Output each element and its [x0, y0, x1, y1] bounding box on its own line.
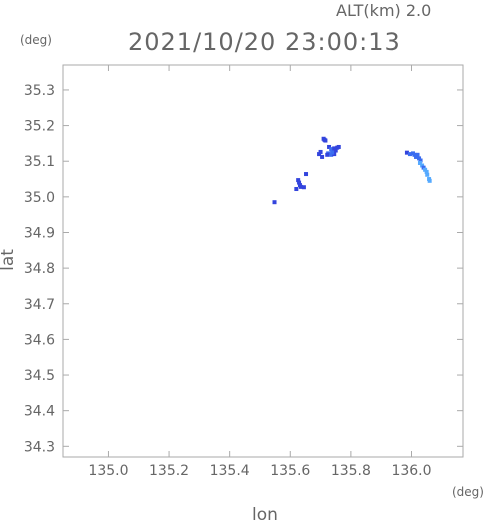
altitude-label: ALT(km) 2.0 [336, 1, 431, 20]
data-point [332, 146, 337, 151]
data-point [296, 178, 301, 183]
data-point [414, 154, 419, 159]
y-tick-label: 35.2 [24, 119, 55, 135]
data-point [407, 152, 412, 157]
x-tick-label: 135.6 [270, 463, 310, 479]
data-point [417, 156, 422, 161]
y-tick-label: 34.5 [24, 368, 55, 384]
data-point [333, 148, 338, 153]
y-tick-label: 34.9 [24, 225, 55, 241]
y-tick-label: 35.3 [24, 83, 55, 99]
data-point [301, 185, 306, 190]
y-tick-label: 34.8 [24, 261, 55, 277]
data-point [425, 172, 430, 177]
y-axis-ticks: 34.3 34.4 34.5 34.6 34.7 34.8 34.9 35.0 35.1 35.2… [24, 83, 463, 455]
data-point [424, 169, 429, 174]
x-axis-title: lon [252, 505, 278, 521]
x-tick-label: 135.4 [210, 463, 250, 479]
data-point [427, 178, 432, 183]
data-point [330, 150, 335, 155]
data-point [320, 154, 325, 159]
data-point [421, 165, 426, 170]
x-tick-label: 135.0 [88, 463, 128, 479]
y-unit-label: (deg) [20, 33, 52, 47]
data-point [330, 148, 335, 153]
data-point [418, 158, 423, 163]
data-point [325, 152, 330, 157]
y-tick-label: 34.4 [24, 404, 55, 420]
data-point [329, 152, 334, 157]
x-axis-ticks: 135.0 135.2 135.4 135.6 135.8 136.0 [88, 65, 432, 479]
data-point [423, 167, 428, 172]
data-point [297, 180, 302, 185]
y-tick-label: 34.6 [24, 332, 55, 348]
data-point [420, 163, 425, 168]
data-point [415, 152, 420, 157]
data-point [294, 187, 299, 192]
data-point [412, 152, 417, 157]
x-tick-label: 136.0 [391, 463, 431, 479]
data-point [298, 184, 303, 189]
data-point [323, 138, 328, 143]
x-tick-label: 135.8 [331, 463, 371, 479]
plot-area-frame [62, 64, 464, 458]
y-tick-label: 34.3 [24, 439, 55, 455]
data-point [304, 172, 309, 177]
data-points [272, 136, 432, 205]
data-point [317, 152, 322, 157]
x-tick-label: 135.2 [149, 463, 189, 479]
data-point [327, 144, 332, 149]
x-unit-label: (deg) [452, 485, 484, 499]
data-point [417, 161, 422, 165]
y-tick-label: 35.1 [24, 154, 55, 170]
data-point [272, 200, 277, 205]
y-axis-title: lat [0, 249, 18, 271]
y-tick-label: 34.7 [24, 297, 55, 313]
data-point [332, 152, 337, 157]
data-point [318, 149, 323, 154]
y-tick-label: 35.0 [24, 190, 55, 206]
data-point [404, 150, 409, 155]
data-point [336, 144, 341, 149]
chart-title: 2021/10/20 23:00:13 [128, 28, 401, 56]
